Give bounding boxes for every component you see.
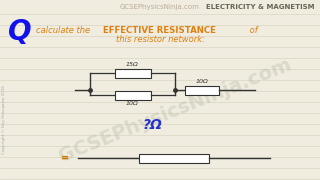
Text: of: of	[247, 26, 258, 35]
Bar	[185, 86, 219, 94]
Text: ?Ω: ?Ω	[142, 118, 162, 132]
Bar	[139, 154, 209, 163]
Text: =: =	[61, 153, 69, 163]
Text: 10Ω: 10Ω	[126, 101, 139, 106]
Text: GCSEPhysicsNinja.com: GCSEPhysicsNinja.com	[56, 55, 294, 166]
Text: this resistor network:: this resistor network:	[116, 35, 204, 44]
Text: 10Ω: 10Ω	[196, 79, 208, 84]
Text: calculate the: calculate the	[36, 26, 93, 35]
Text: 15Ω: 15Ω	[126, 62, 139, 67]
Text: ELECTRICITY & MAGNETISM: ELECTRICITY & MAGNETISM	[206, 4, 315, 10]
Text: EFFECTIVE RESISTANCE: EFFECTIVE RESISTANCE	[103, 26, 216, 35]
Text: Q: Q	[8, 18, 32, 46]
Text: Copyright © Day Hasegawa 2016: Copyright © Day Hasegawa 2016	[2, 86, 6, 154]
Bar	[115, 69, 150, 78]
Text: GCSEPhysicsNinja.com: GCSEPhysicsNinja.com	[120, 4, 200, 10]
Bar	[115, 91, 150, 100]
